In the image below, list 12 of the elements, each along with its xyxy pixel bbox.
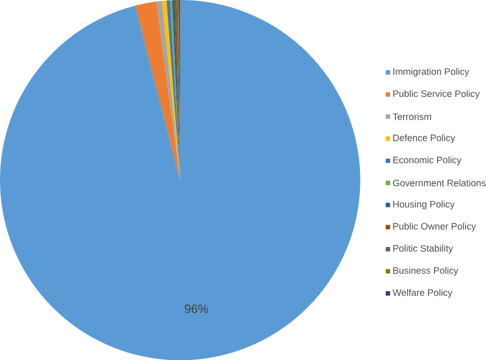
legend-label: Public Service Policy (393, 90, 480, 99)
legend-label: Welfare Policy (392, 288, 452, 298)
legend-label: Business Policy (393, 266, 458, 276)
legend-label: Immigration Policy (393, 68, 470, 77)
legend-label: Economic Policy (393, 156, 462, 166)
legend-label: Defence Policy (393, 134, 456, 143)
legend-label: Terrorism (392, 113, 432, 120)
legend-label: Public Owner Policy (393, 222, 476, 232)
legend-label: Politic Stability (393, 244, 454, 254)
data-label: 96% (184, 304, 208, 313)
legend-label: Government Relations (393, 179, 486, 186)
legend-label: Housing Policy (393, 200, 455, 210)
